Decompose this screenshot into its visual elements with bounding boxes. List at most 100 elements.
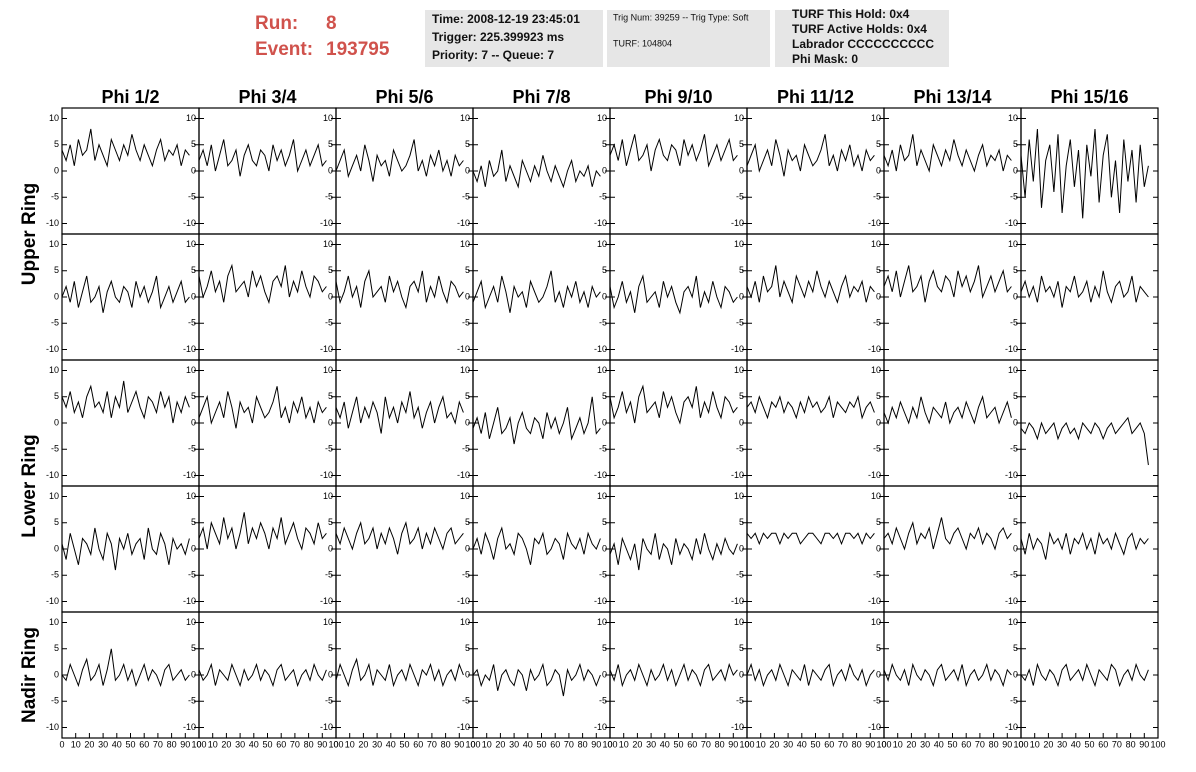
y-tick-label: -5	[188, 318, 196, 328]
y-tick-label: 5	[602, 517, 607, 527]
y-tick-label: -10	[1005, 470, 1018, 480]
x-tick-label: 40	[797, 739, 807, 749]
y-tick-label: -5	[325, 318, 333, 328]
column-label: Phi 5/6	[375, 87, 433, 107]
x-tick-label: 80	[441, 739, 451, 749]
y-tick-label: 0	[465, 165, 470, 175]
y-tick-label: -5	[462, 570, 470, 580]
x-tick-label: 70	[701, 739, 711, 749]
x-tick-label: 20	[1043, 739, 1053, 749]
y-tick-label: -10	[457, 344, 470, 354]
panel-frame	[335, 359, 474, 487]
y-tick-label: 0	[191, 291, 196, 301]
x-tick-label: 20	[358, 739, 368, 749]
y-tick-label: -5	[1010, 444, 1018, 454]
y-tick-label: -10	[46, 722, 59, 732]
y-tick-label: 0	[54, 669, 59, 679]
y-tick-label: 5	[465, 139, 470, 149]
panel-frame	[883, 359, 1022, 487]
y-tick-label: 5	[739, 391, 744, 401]
y-tick-label: 10	[186, 113, 196, 123]
waveform	[335, 139, 464, 182]
y-tick-label: 5	[876, 265, 881, 275]
panel-frame	[335, 233, 474, 361]
waveform	[198, 662, 327, 688]
y-tick-label: 10	[871, 239, 881, 249]
row-label: Upper Ring	[19, 183, 40, 285]
x-tick-label: 70	[564, 739, 574, 749]
y-tick-label: -5	[873, 318, 881, 328]
panel-frame	[198, 485, 337, 613]
y-tick-label: -5	[325, 570, 333, 580]
x-tick-label: 10	[619, 739, 629, 749]
x-tick-label: 60	[550, 739, 560, 749]
x-tick-label: 90	[454, 739, 464, 749]
y-tick-label: -10	[46, 470, 59, 480]
panel-frame	[609, 233, 748, 361]
x-tick-label: 80	[1126, 739, 1136, 749]
y-tick-label: 5	[739, 517, 744, 527]
y-tick-label: -10	[183, 722, 196, 732]
waveform	[61, 128, 190, 168]
panel-frame	[335, 611, 474, 739]
x-tick-label: 0	[1018, 739, 1023, 749]
y-tick-label: 5	[465, 391, 470, 401]
x-tick-label: 70	[153, 739, 163, 749]
x-tick-label: 50	[1084, 739, 1094, 749]
x-tick-label: 100	[328, 739, 343, 749]
x-tick-label: 90	[865, 739, 875, 749]
waveform	[883, 662, 1012, 688]
waveform	[746, 532, 875, 546]
event-label: Event:	[255, 39, 313, 60]
y-tick-label: -10	[868, 218, 881, 228]
y-tick-label: 0	[739, 165, 744, 175]
run-number: 8	[326, 13, 337, 34]
x-tick-label: 50	[810, 739, 820, 749]
y-tick-label: 5	[602, 391, 607, 401]
x-tick-label: 100	[739, 739, 754, 749]
x-tick-label: 90	[728, 739, 738, 749]
column-label: Phi 11/12	[777, 87, 854, 107]
y-tick-label: 0	[602, 165, 607, 175]
active-holds: TURF Active Holds: 0x4	[792, 22, 927, 36]
waveform	[61, 275, 190, 313]
y-tick-label: 5	[54, 139, 59, 149]
panel-frame	[61, 107, 200, 235]
panel-frame	[198, 233, 337, 361]
y-tick-label: -5	[736, 570, 744, 580]
y-tick-label: 10	[186, 239, 196, 249]
y-tick-label: 0	[876, 291, 881, 301]
x-tick-label: 30	[646, 739, 656, 749]
column-label: Phi 7/8	[512, 87, 570, 107]
y-tick-label: 0	[191, 417, 196, 427]
trig-num: Trig Num: 39259 -- Trig Type: Soft	[613, 12, 749, 22]
y-tick-label: -10	[457, 470, 470, 480]
x-tick-label: 40	[934, 739, 944, 749]
waveform	[472, 526, 601, 565]
y-tick-label: 0	[54, 417, 59, 427]
waveform	[198, 263, 327, 305]
x-tick-label: 80	[715, 739, 725, 749]
y-tick-label: 5	[876, 139, 881, 149]
y-tick-label: 10	[186, 617, 196, 627]
y-tick-label: 10	[597, 365, 607, 375]
y-tick-label: -10	[46, 218, 59, 228]
y-tick-label: 10	[734, 617, 744, 627]
y-tick-label: 0	[191, 165, 196, 175]
y-tick-label: 0	[328, 669, 333, 679]
y-tick-label: 5	[328, 265, 333, 275]
y-tick-label: 10	[1008, 113, 1018, 123]
y-tick-label: -10	[594, 344, 607, 354]
y-tick-label: 10	[323, 365, 333, 375]
x-tick-label: 20	[906, 739, 916, 749]
y-tick-label: 5	[54, 391, 59, 401]
waveform	[472, 270, 601, 313]
x-tick-label: 60	[687, 739, 697, 749]
waveform	[335, 268, 464, 310]
panel-frame	[61, 359, 200, 487]
y-tick-label: 10	[1008, 617, 1018, 627]
y-tick-label: -10	[594, 218, 607, 228]
x-tick-label: 50	[947, 739, 957, 749]
x-tick-label: 0	[607, 739, 612, 749]
y-tick-label: -10	[1005, 218, 1018, 228]
